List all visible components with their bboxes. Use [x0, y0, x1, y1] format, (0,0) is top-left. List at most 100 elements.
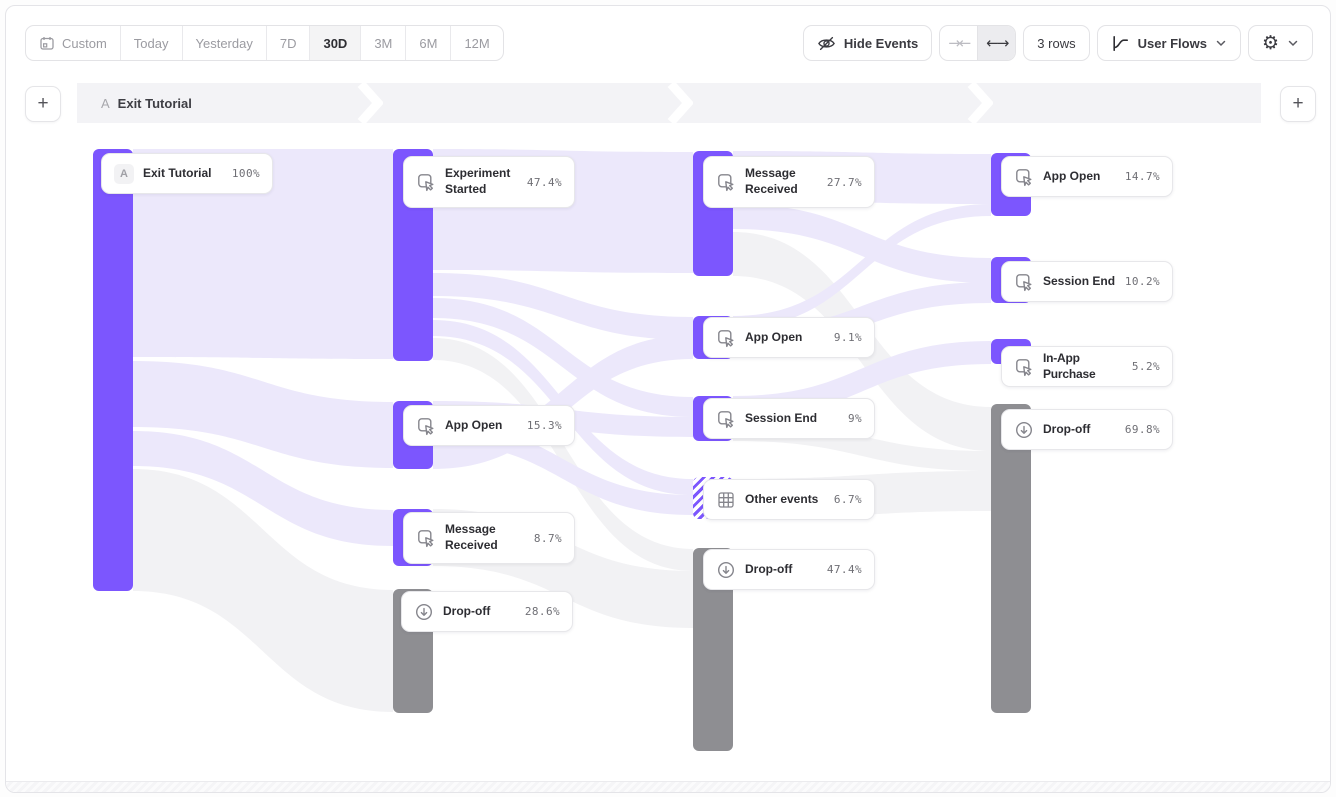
event-icon	[1014, 167, 1034, 187]
flow-node-app-open[interactable]: App Open 9.1%	[703, 317, 875, 358]
node-value: 100%	[231, 167, 260, 180]
app-window: Custom Today Yesterday 7D 30D 3M 6M 12M …	[5, 5, 1331, 793]
step-divider-chevron-icon	[967, 83, 993, 123]
flow-ribbon	[433, 338, 693, 571]
flow-node-app-open[interactable]: App Open 14.7%	[1001, 156, 1173, 197]
flow-node-message-received[interactable]: Message Received 27.7%	[703, 156, 875, 208]
chevron-down-icon	[1288, 40, 1298, 47]
date-range-label: 30D	[323, 35, 348, 51]
flow-node-message-received[interactable]: Message Received 8.7%	[403, 512, 575, 564]
width-toggle: →← ←→	[939, 25, 1017, 61]
node-label: Drop-off	[1043, 421, 1091, 436]
date-range-12m[interactable]: 12M	[450, 26, 502, 60]
flow-step-label[interactable]: A Exit Tutorial	[101, 83, 192, 123]
node-label: Experiment Started	[445, 166, 511, 196]
flow-node-drop-off[interactable]: Drop-off 69.8%	[1001, 409, 1173, 450]
node-value: 8.7%	[533, 531, 562, 545]
date-range-6m[interactable]: 6M	[405, 26, 450, 60]
bottom-resize-strip	[6, 781, 1330, 792]
date-range-label: Custom	[62, 35, 107, 51]
expand-arrows-icon: ←→	[986, 34, 1009, 52]
date-range-yesterday[interactable]: Yesterday	[181, 26, 266, 60]
node-value: 5.2%	[1131, 360, 1160, 373]
date-range-label: 6M	[419, 35, 438, 51]
drop-off-icon	[716, 560, 736, 580]
node-value: 9.1%	[833, 331, 862, 344]
flow-node-in-app-purchase[interactable]: In-App Purchase 5.2%	[1001, 346, 1173, 387]
date-range-today[interactable]: Today	[119, 26, 182, 60]
collapse-width-button[interactable]: →←	[940, 26, 977, 60]
node-value: 6.7%	[833, 493, 862, 506]
node-label: Session End	[1043, 273, 1116, 288]
node-label: App Open	[745, 329, 803, 344]
node-label: App Open	[445, 417, 503, 432]
calendar-icon	[40, 37, 54, 50]
drop-off-icon	[1014, 420, 1034, 440]
flow-node-app-open[interactable]: App Open 15.3%	[403, 405, 575, 446]
event-icon	[416, 528, 436, 548]
date-range-7d[interactable]: 7D	[265, 26, 310, 60]
settings-dropdown[interactable]: ⚙︎	[1247, 25, 1313, 61]
flow-node-drop-off[interactable]: Drop-off 47.4%	[703, 549, 875, 590]
add-step-right-button[interactable]: +	[1280, 86, 1316, 122]
plus-icon: +	[37, 93, 49, 114]
date-range-3m[interactable]: 3M	[360, 26, 405, 60]
event-icon	[416, 416, 436, 436]
flow-ribbon	[433, 298, 693, 417]
node-value: 47.4%	[526, 175, 562, 189]
rows-label: 3 rows	[1037, 35, 1076, 51]
date-range-label: Yesterday	[195, 35, 253, 51]
node-label: Other events	[745, 491, 819, 506]
flow-ribbons	[133, 149, 991, 712]
date-range-custom[interactable]: Custom	[26, 26, 120, 60]
hide-events-button[interactable]: Hide Events	[802, 25, 933, 61]
add-step-left-button[interactable]: +	[25, 86, 61, 122]
flow-ribbon	[433, 273, 693, 340]
flow-ribbon	[133, 431, 393, 546]
date-range-label: Today	[133, 35, 169, 51]
node-value: 69.8%	[1124, 423, 1160, 436]
node-value: 14.7%	[1124, 170, 1160, 183]
node-label: Message Received	[445, 522, 498, 552]
flow-node-drop-off[interactable]: Drop-off 28.6%	[401, 591, 573, 632]
node-value: 47.4%	[826, 563, 862, 576]
event-icon	[1014, 357, 1034, 377]
node-label: App Open	[1043, 168, 1101, 183]
node-label: Session End	[745, 410, 818, 425]
flow-step-title: Exit Tutorial	[117, 95, 192, 111]
event-icon	[416, 172, 436, 192]
collapse-arrows-icon: →←	[948, 34, 971, 52]
rows-button[interactable]: 3 rows	[1023, 25, 1090, 61]
flow-ribbon	[733, 204, 991, 328]
flow-ribbon	[133, 469, 393, 712]
node-value: 10.2%	[1124, 275, 1160, 288]
flow-ribbon	[733, 204, 991, 283]
node-value: 27.7%	[826, 175, 862, 189]
flow-node-other-events[interactable]: Other events 6.7%	[703, 479, 875, 520]
node-value: 28.6%	[524, 605, 560, 618]
plus-icon: +	[1292, 93, 1304, 114]
event-icon	[716, 172, 736, 192]
gear-icon: ⚙︎	[1261, 31, 1279, 54]
date-range-label: 3M	[374, 35, 393, 51]
event-icon	[1014, 272, 1034, 292]
flow-node-exit-tutorial[interactable]: A Exit Tutorial 100%	[101, 153, 273, 194]
expand-width-button[interactable]: ←→	[977, 26, 1016, 60]
date-range-label: 12M	[464, 35, 490, 51]
node-label: Drop-off	[745, 561, 793, 576]
hide-events-label: Hide Events	[843, 35, 919, 51]
flow-node-session-end[interactable]: Session End 10.2%	[1001, 261, 1173, 302]
sankey-bar-drop-off[interactable]	[991, 404, 1031, 713]
grid-icon	[716, 490, 736, 510]
chart-type-label: User Flows	[1137, 35, 1207, 51]
chart-type-dropdown[interactable]: User Flows	[1096, 25, 1241, 61]
sankey-bar-exit-tutorial[interactable]	[93, 149, 133, 591]
toolbar-right: Hide Events →← ←→ 3 rows User Flows ⚙︎	[802, 25, 1313, 61]
date-range-30d[interactable]: 30D	[309, 26, 361, 60]
flow-node-experiment-started[interactable]: Experiment Started 47.4%	[403, 156, 575, 208]
flow-ribbon	[133, 149, 393, 359]
flow-node-session-end[interactable]: Session End 9%	[703, 398, 875, 439]
date-range-control: Custom Today Yesterday 7D 30D 3M 6M 12M	[25, 25, 504, 61]
node-value: 9%	[847, 412, 862, 425]
event-icon	[716, 328, 736, 348]
